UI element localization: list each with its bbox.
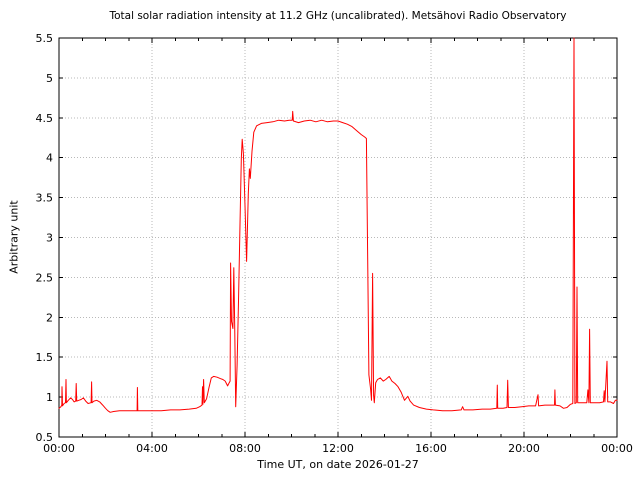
plot-frame [58, 37, 618, 438]
y-tick-label: 2 [46, 311, 53, 324]
y-tick-label: 1 [46, 391, 53, 404]
x-tick-label: 00:00 [43, 442, 75, 455]
y-tick-label: 2.5 [36, 271, 54, 284]
x-tick-label: 16:00 [415, 442, 447, 455]
x-tick-label: 04:00 [136, 442, 168, 455]
y-tick-label: 3 [46, 232, 53, 245]
x-axis-label: Time UT, on date 2026-01-27 [257, 458, 419, 471]
x-tick-label: 08:00 [229, 442, 261, 455]
y-tick-label: 4 [46, 152, 53, 165]
x-tick-label: 20:00 [508, 442, 540, 455]
data-series-line [58, 37, 618, 413]
y-tick-label: 1.5 [36, 351, 54, 364]
x-tick-label: 12:00 [322, 442, 354, 455]
x-tick-label: 00:00 [601, 442, 633, 455]
y-tick-label: 3.5 [36, 192, 54, 205]
y-tick-label: 5.5 [36, 32, 54, 45]
chart-title: Total solar radiation intensity at 11.2 … [109, 10, 567, 22]
y-axis-label: Arbitrary unit [7, 200, 21, 274]
y-tick-label: 0.5 [36, 431, 54, 444]
y-tick-label: 4.5 [36, 112, 54, 125]
y-tick-label: 5 [46, 72, 53, 85]
